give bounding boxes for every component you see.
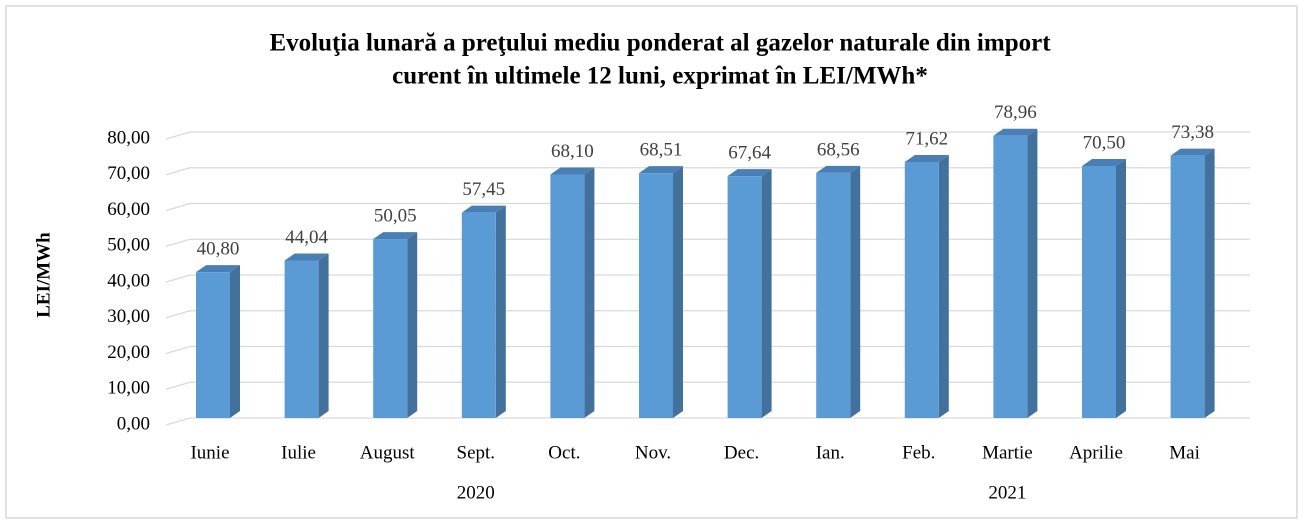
bar	[816, 165, 861, 418]
data-label: 50,05	[374, 205, 417, 226]
bar	[550, 167, 595, 418]
bar-front	[550, 174, 585, 418]
x-tick-label: Martie	[982, 442, 1033, 463]
x-tick-label: Iunie	[190, 442, 229, 463]
data-label: 70,50	[1083, 132, 1126, 153]
y-tick-label: 50,00	[107, 235, 150, 256]
bar-side	[495, 205, 506, 418]
bar-front	[993, 135, 1028, 418]
data-label: 68,51	[640, 139, 683, 160]
bar-top	[550, 167, 595, 175]
bar-side	[584, 167, 595, 418]
bar-front	[373, 239, 408, 418]
data-label: 73,38	[1171, 122, 1214, 143]
y-tick-label: 30,00	[107, 306, 150, 327]
bar-front	[284, 260, 319, 418]
bar	[1170, 148, 1215, 418]
x-tick-label: Ian.	[816, 442, 845, 463]
bar-top	[816, 165, 861, 173]
bar	[1082, 158, 1126, 418]
bar-side	[673, 166, 683, 418]
x-tick-label: Mai	[1169, 442, 1200, 463]
bar	[373, 232, 418, 418]
bar	[904, 154, 949, 418]
x-tick-label: Sept.	[457, 442, 496, 463]
x-tick-label: Nov.	[635, 442, 671, 463]
bar-top	[639, 166, 683, 174]
bar	[461, 205, 506, 418]
y-tick-label: 80,00	[107, 127, 150, 148]
chart-title: curent în ultimele 12 luni, exprimat în …	[392, 63, 928, 90]
bar-side	[1116, 158, 1126, 418]
data-label: 68,10	[551, 141, 594, 162]
bar-top	[993, 128, 1038, 136]
grid-line	[165, 131, 1250, 140]
data-label: 67,64	[728, 143, 771, 164]
y-tick-label: 20,00	[107, 342, 150, 363]
x-tick-label: Aprilie	[1069, 442, 1123, 463]
grid-line	[165, 167, 1250, 176]
data-label: 68,56	[817, 139, 860, 160]
y-axis-label: LEI/MWh	[33, 232, 54, 318]
grid-line	[165, 417, 1250, 426]
y-tick-label: 40,00	[107, 270, 150, 291]
bar-side	[230, 265, 240, 418]
bar	[284, 253, 329, 418]
grid-line	[165, 381, 1250, 390]
bar	[993, 128, 1038, 418]
bar-top	[1170, 148, 1215, 156]
bar	[727, 169, 772, 418]
bar-top	[1082, 158, 1126, 166]
bar-top	[904, 154, 949, 162]
y-tick-label: 70,00	[107, 163, 150, 184]
bar-side	[318, 253, 329, 418]
data-label: 71,62	[905, 128, 948, 149]
bar-top	[196, 265, 240, 273]
x-tick-label: August	[360, 442, 416, 463]
x-tick-label: Iulie	[281, 442, 316, 463]
data-label: 78,96	[994, 102, 1037, 123]
bar-front	[727, 176, 762, 418]
data-label: 57,45	[462, 179, 505, 200]
bar-side	[407, 232, 418, 418]
grid-line	[165, 202, 1250, 212]
bar-front	[1170, 155, 1205, 418]
data-label: 44,04	[285, 227, 328, 248]
bar-top	[727, 169, 772, 177]
x-tick-label: Oct.	[548, 442, 580, 463]
bar	[196, 265, 240, 418]
bar-top	[373, 232, 418, 240]
bar-side	[761, 169, 772, 418]
bar-top	[284, 253, 329, 261]
grid-line	[165, 238, 1250, 247]
chart-title: Evoluţia lunară a preţului mediu pondera…	[269, 30, 1051, 57]
bar-front	[461, 212, 496, 418]
grid-line	[165, 274, 1250, 283]
bar-front	[196, 272, 230, 418]
bar-front	[816, 172, 851, 418]
bar-top	[461, 205, 506, 213]
group-label: 2021	[988, 482, 1026, 503]
bar-side	[1027, 128, 1038, 418]
data-label: 40,80	[197, 238, 240, 259]
y-tick-label: 10,00	[107, 378, 150, 399]
x-tick-label: Feb.	[902, 442, 935, 463]
y-tick-label: 60,00	[107, 199, 150, 220]
x-tick-label: Dec.	[724, 442, 759, 463]
grid-line	[165, 345, 1250, 355]
bar-front	[639, 173, 673, 418]
y-tick-label: 0,00	[117, 413, 150, 434]
bar-side	[938, 154, 949, 418]
bar-side	[850, 165, 861, 418]
bar-side	[1204, 148, 1215, 418]
bar	[639, 166, 683, 418]
bar-front	[1082, 165, 1116, 418]
bar-front	[904, 161, 939, 418]
grid-line	[165, 310, 1250, 319]
group-label: 2020	[457, 482, 495, 503]
